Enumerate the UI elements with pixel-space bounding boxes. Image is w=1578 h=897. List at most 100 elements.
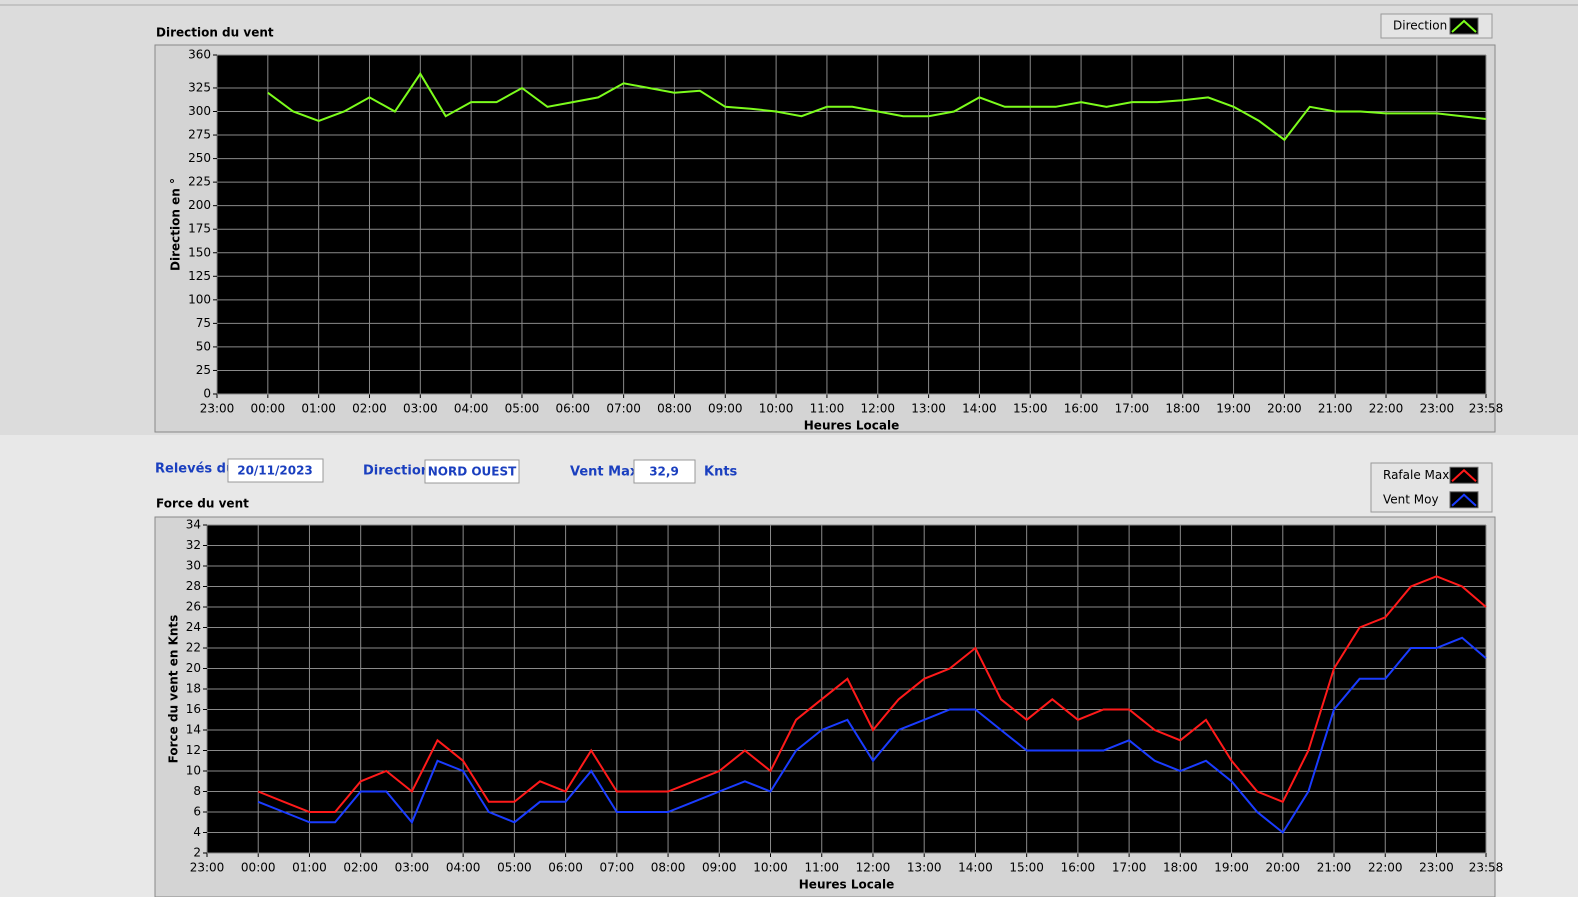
x-tick-label: 16:00 [1061, 861, 1096, 875]
date-label: Relevés du [155, 462, 235, 477]
x-axis-label: Heures Locale [804, 419, 899, 433]
x-tick-label: 20:00 [1267, 402, 1302, 416]
x-tick-label: 07:00 [600, 861, 635, 875]
x-tick-label: 03:00 [403, 402, 438, 416]
legend-label: Direction [1393, 19, 1447, 33]
wind-max-label: Vent Max [570, 465, 639, 480]
legend-swatch [1449, 17, 1479, 35]
x-tick-label: 18:00 [1165, 402, 1200, 416]
y-tick-label: 275 [188, 128, 211, 142]
x-tick-label: 23:00 [200, 402, 235, 416]
y-tick-label: 150 [188, 245, 211, 259]
y-tick-label: 125 [188, 269, 211, 283]
legend-swatch-line [1451, 19, 1477, 33]
x-tick-label: 03:00 [395, 861, 430, 875]
x-tick-label: 22:00 [1369, 402, 1404, 416]
y-tick-label: 6 [193, 805, 201, 819]
y-tick-label: 26 [186, 600, 201, 614]
x-tick-label: 19:00 [1216, 402, 1251, 416]
direction-label: Direction [363, 464, 430, 479]
x-tick-label: 09:00 [702, 861, 737, 875]
y-tick-label: 225 [188, 175, 211, 189]
y-tick-label: 32 [186, 538, 201, 552]
x-tick-label: 13:00 [911, 402, 946, 416]
y-tick-label: 28 [186, 579, 201, 593]
x-tick-label: 16:00 [1064, 402, 1099, 416]
x-tick-label: 06:00 [555, 402, 590, 416]
x-axis-label: Heures Locale [799, 878, 894, 892]
x-tick-label: 12:00 [860, 402, 895, 416]
x-tick-label: 21:00 [1317, 861, 1352, 875]
y-tick-label: 75 [196, 316, 211, 330]
y-axis-label: Force du vent en Knts [167, 615, 181, 764]
x-tick-label: 23:58 [1469, 861, 1504, 875]
x-tick-label: 14:00 [958, 861, 993, 875]
series-line [267, 71, 1487, 142]
date-value: 20/11/2023 [237, 464, 313, 478]
y-tick-label: 2 [193, 846, 201, 860]
y-tick-label: 8 [193, 784, 201, 798]
y-tick-label: 4 [193, 825, 201, 839]
x-tick-label: 13:00 [907, 861, 942, 875]
x-tick-label: 12:00 [856, 861, 891, 875]
y-tick-label: 100 [188, 292, 211, 306]
y-tick-label: 10 [186, 764, 201, 778]
series-line [257, 636, 1487, 834]
y-tick-label: 175 [188, 222, 211, 236]
wind-max-value: 32,9 [649, 465, 679, 479]
y-tick-label: 34 [186, 518, 201, 532]
wind-max-unit: Knts [704, 465, 738, 480]
x-tick-label: 15:00 [1009, 861, 1044, 875]
y-tick-label: 360 [188, 48, 211, 62]
x-tick-label: 09:00 [708, 402, 743, 416]
chart-title: Direction du vent [156, 26, 274, 40]
direction-box [424, 459, 520, 484]
legend-swatch [1449, 491, 1479, 509]
legend-swatch-line [1451, 493, 1477, 507]
direction-value: NORD OUEST [428, 465, 517, 479]
y-tick-label: 18 [186, 682, 201, 696]
x-tick-label: 08:00 [657, 402, 692, 416]
x-tick-label: 02:00 [343, 861, 378, 875]
x-tick-label: 17:00 [1115, 402, 1150, 416]
x-tick-label: 15:00 [1013, 402, 1048, 416]
x-tick-label: 02:00 [352, 402, 387, 416]
y-tick-label: 20 [186, 661, 201, 675]
x-tick-label: 23:58 [1469, 402, 1504, 416]
x-tick-label: 06:00 [548, 861, 583, 875]
x-tick-label: 14:00 [962, 402, 997, 416]
x-tick-label: 05:00 [497, 861, 532, 875]
y-tick-label: 12 [186, 743, 201, 757]
x-tick-label: 11:00 [804, 861, 839, 875]
y-tick-label: 250 [188, 151, 211, 165]
x-tick-label: 23:00 [1420, 402, 1455, 416]
y-tick-label: 30 [186, 559, 201, 573]
x-tick-label: 11:00 [810, 402, 845, 416]
legend-label: Rafale Max [1383, 468, 1449, 482]
x-tick-label: 10:00 [759, 402, 794, 416]
x-tick-label: 22:00 [1368, 861, 1403, 875]
y-tick-label: 25 [196, 363, 211, 377]
date-box [227, 458, 324, 483]
legend-swatch [1449, 466, 1479, 484]
x-tick-label: 07:00 [606, 402, 641, 416]
y-tick-label: 325 [188, 80, 211, 94]
x-tick-label: 23:00 [1419, 861, 1454, 875]
wind-max-box [633, 459, 696, 484]
x-tick-label: 17:00 [1112, 861, 1147, 875]
series-line [257, 575, 1487, 813]
y-tick-label: 14 [186, 723, 201, 737]
x-tick-label: 20:00 [1265, 861, 1300, 875]
chart-title: Force du vent [156, 497, 249, 511]
x-tick-label: 18:00 [1163, 861, 1198, 875]
x-tick-label: 19:00 [1214, 861, 1249, 875]
x-tick-label: 01:00 [292, 861, 327, 875]
y-tick-label: 50 [196, 339, 211, 353]
y-tick-label: 300 [188, 104, 211, 118]
legend-label: Vent Moy [1383, 492, 1439, 506]
y-tick-label: 22 [186, 641, 201, 655]
x-tick-label: 04:00 [454, 402, 489, 416]
x-tick-label: 00:00 [251, 402, 286, 416]
